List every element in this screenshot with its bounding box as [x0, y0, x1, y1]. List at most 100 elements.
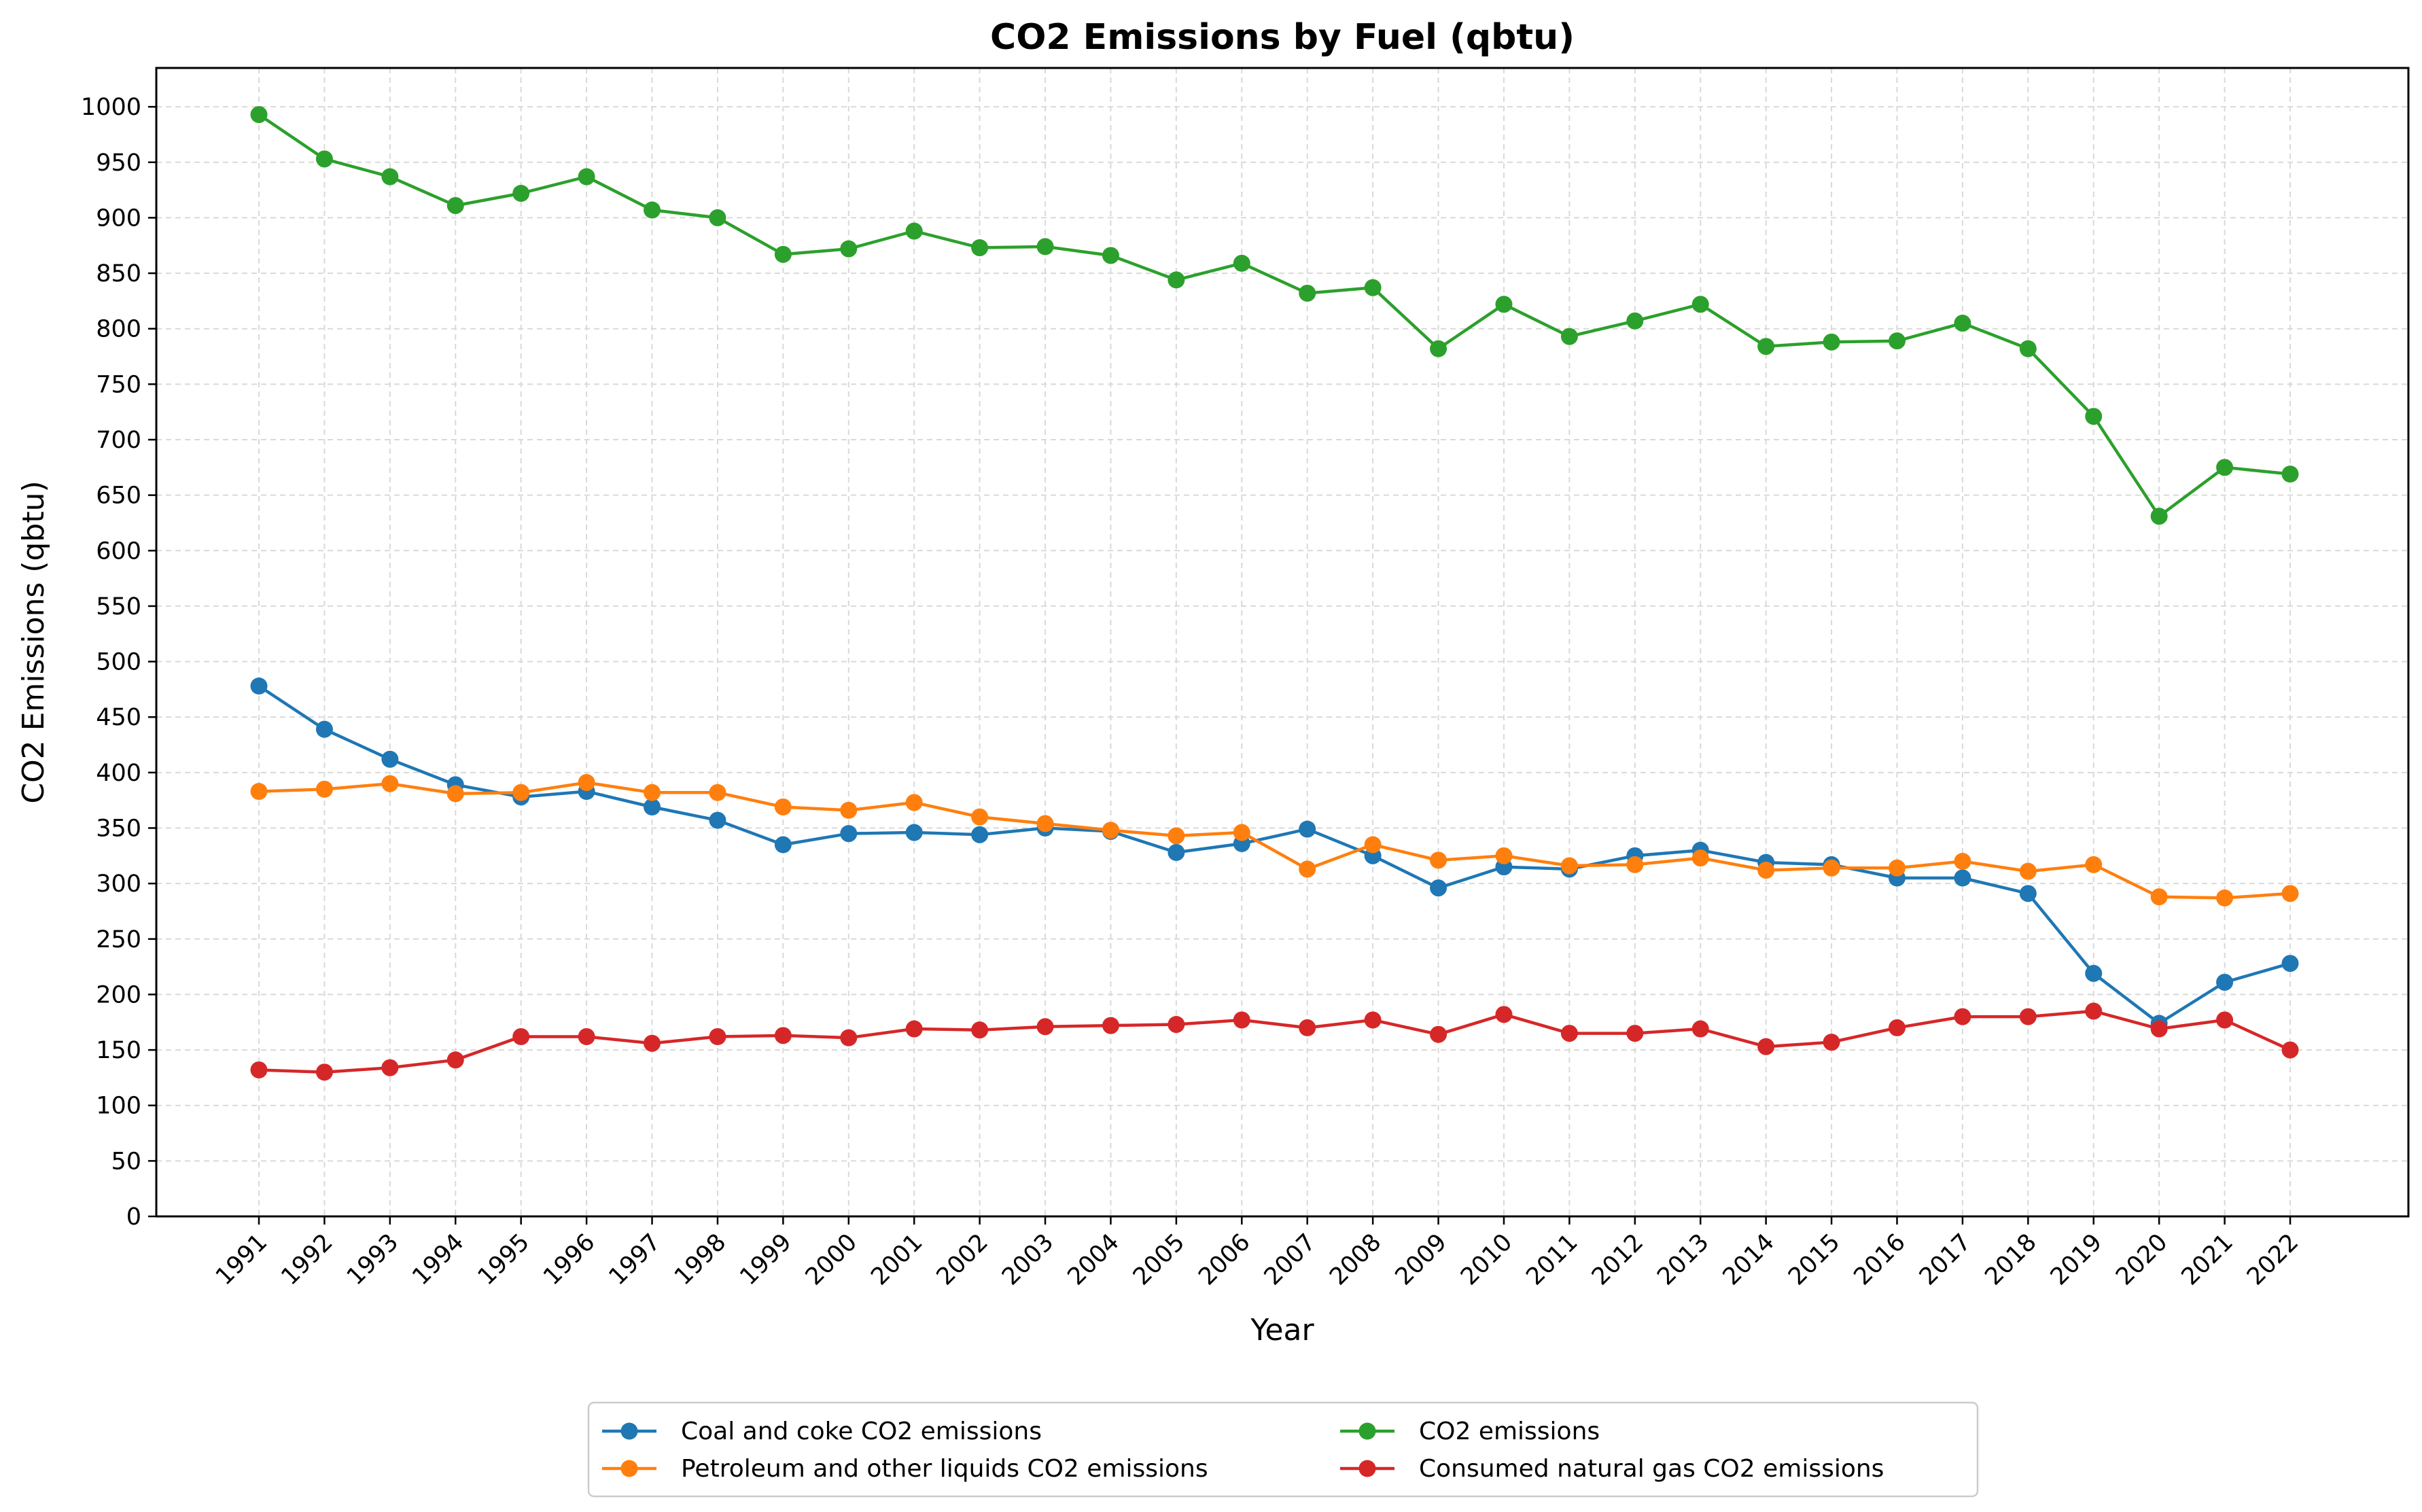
x-tick-label: 2009	[1390, 1229, 1452, 1290]
data-point	[2019, 885, 2037, 902]
y-tick-label: 100	[96, 1093, 141, 1120]
legend-item: Consumed natural gas CO2 emissions	[1340, 1455, 1884, 1483]
y-tick-label: 950	[96, 150, 141, 177]
data-point	[1823, 333, 1840, 351]
data-point	[1036, 1018, 1054, 1036]
data-point	[1823, 859, 1840, 877]
data-point	[1430, 1025, 1447, 1043]
data-point	[381, 750, 399, 768]
data-point	[1102, 1017, 1119, 1034]
x-tick-label: 1995	[473, 1229, 535, 1290]
data-point	[905, 794, 923, 811]
data-point	[971, 808, 989, 826]
data-point	[644, 798, 661, 815]
x-tick-label: 2007	[1259, 1229, 1321, 1290]
data-point	[1626, 856, 1644, 873]
data-point	[840, 801, 858, 819]
legend-label: Consumed natural gas CO2 emissions	[1419, 1455, 1884, 1483]
data-point	[1495, 1006, 1513, 1023]
series-layer	[250, 106, 2299, 1081]
x-tick-label: 2020	[2111, 1229, 2173, 1290]
y-tick-label: 1000	[81, 94, 141, 121]
data-point	[1168, 271, 1185, 289]
data-point	[250, 106, 268, 124]
data-point	[250, 677, 268, 695]
legend-swatch-marker	[620, 1422, 638, 1440]
x-tick-label: 2018	[1980, 1229, 2041, 1290]
x-tick-label: 2011	[1521, 1229, 1583, 1290]
legend-label: Coal and coke CO2 emissions	[681, 1418, 1042, 1445]
x-tick-label: 2008	[1324, 1229, 1386, 1290]
data-point	[1364, 836, 1382, 854]
data-point	[1757, 862, 1775, 879]
data-point	[2216, 973, 2234, 991]
data-point	[512, 1027, 530, 1045]
y-tick-label: 900	[96, 205, 141, 232]
data-point	[840, 1029, 858, 1047]
data-point	[2281, 885, 2299, 902]
data-point	[1954, 852, 1971, 870]
data-point	[1823, 1034, 1840, 1051]
y-tick-label: 750	[96, 371, 141, 398]
data-point	[578, 168, 595, 186]
series-group	[250, 1002, 2299, 1081]
data-point	[381, 1059, 399, 1076]
data-point	[971, 826, 989, 843]
y-tick-label: 500	[96, 649, 141, 676]
data-point	[1889, 332, 1906, 350]
x-tick-label: 2006	[1193, 1229, 1255, 1290]
legend-item: CO2 emissions	[1340, 1418, 1600, 1445]
data-point	[2085, 964, 2103, 982]
data-point	[774, 245, 792, 263]
y-tick-label: 200	[96, 981, 141, 1008]
data-point	[1691, 296, 1709, 313]
y-tick-label: 800	[96, 316, 141, 343]
legend-label: CO2 emissions	[1419, 1418, 1600, 1445]
data-point	[1168, 1016, 1185, 1034]
data-point	[315, 150, 333, 168]
data-point	[2216, 1011, 2234, 1029]
data-point	[1430, 340, 1447, 357]
x-tick-label: 2004	[1063, 1229, 1125, 1290]
x-tick-label: 2017	[1914, 1229, 1976, 1290]
data-point	[2019, 862, 2037, 880]
data-point	[446, 196, 464, 214]
data-point	[2019, 340, 2037, 357]
legend-swatch-marker	[1358, 1422, 1376, 1440]
y-tick-label: 0	[126, 1203, 141, 1231]
data-point	[709, 209, 726, 226]
x-tick-label: 1996	[538, 1229, 600, 1290]
x-tick-label: 1997	[604, 1229, 666, 1290]
data-point	[446, 785, 464, 803]
x-tick-label: 2000	[801, 1229, 862, 1290]
legend-item: Coal and coke CO2 emissions	[602, 1418, 1042, 1445]
data-point	[2281, 955, 2299, 972]
x-tick-label: 2010	[1456, 1229, 1517, 1290]
data-point	[905, 222, 923, 240]
data-point	[1299, 1019, 1316, 1036]
data-point	[774, 1027, 792, 1044]
data-point	[2019, 1008, 2037, 1025]
data-point	[1495, 296, 1513, 313]
data-point	[1233, 254, 1250, 272]
data-point	[1495, 847, 1513, 864]
data-point	[512, 784, 530, 801]
x-tick-label: 2012	[1587, 1229, 1649, 1290]
data-point	[1691, 849, 1709, 867]
data-point	[1757, 338, 1775, 355]
y-tick-label: 550	[96, 593, 141, 620]
data-point	[315, 1063, 333, 1081]
data-point	[1102, 822, 1119, 839]
data-point	[1757, 1038, 1775, 1055]
data-point	[1560, 1025, 1578, 1042]
data-point	[1168, 827, 1185, 845]
data-point	[905, 1020, 923, 1038]
data-point	[644, 201, 661, 219]
x-tick-label: 1999	[735, 1229, 796, 1290]
data-point	[971, 239, 989, 257]
data-point	[774, 836, 792, 854]
x-tick-label: 1998	[669, 1229, 731, 1290]
y-axis-title: CO2 Emissions (qbtu)	[16, 480, 51, 803]
data-point	[250, 1061, 268, 1078]
